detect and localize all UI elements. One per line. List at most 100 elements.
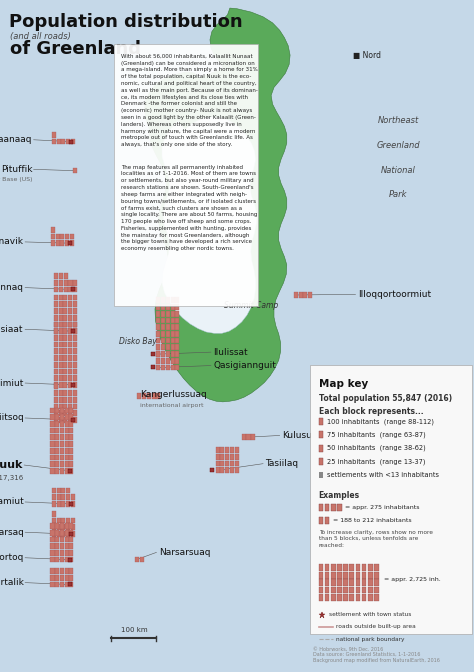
Bar [73, 287, 77, 292]
Bar [319, 594, 323, 601]
Text: Park: Park [389, 190, 408, 200]
Bar [54, 335, 58, 341]
Bar [166, 364, 170, 370]
Bar [62, 531, 65, 537]
Bar [55, 556, 59, 562]
Bar [337, 594, 342, 601]
Bar [54, 342, 58, 347]
Bar [337, 579, 342, 586]
Bar [319, 431, 323, 438]
Bar [356, 594, 360, 601]
Bar [349, 594, 354, 601]
Bar [325, 594, 329, 601]
Bar [55, 454, 59, 460]
Bar [59, 410, 63, 416]
Bar [362, 564, 366, 571]
Bar [374, 564, 379, 571]
Bar [246, 435, 250, 440]
Bar [66, 524, 70, 530]
Text: Narsaq: Narsaq [0, 528, 24, 537]
Bar [68, 403, 72, 409]
FancyBboxPatch shape [114, 44, 258, 306]
Bar [68, 417, 72, 423]
Bar [51, 227, 55, 233]
Bar [319, 587, 323, 593]
Bar [225, 448, 229, 453]
Bar [66, 501, 70, 507]
Bar [349, 587, 354, 593]
Bar [220, 454, 225, 460]
Bar [54, 322, 58, 327]
Bar [166, 304, 170, 310]
Bar [68, 301, 72, 307]
Bar [325, 504, 329, 511]
Bar [171, 311, 174, 317]
Bar [64, 556, 69, 562]
Bar [64, 575, 69, 581]
Bar [59, 396, 63, 403]
Bar [303, 292, 307, 298]
Bar [135, 556, 139, 562]
Bar [55, 543, 59, 549]
Text: Greenland: Greenland [376, 141, 420, 151]
Bar [161, 364, 165, 370]
Bar [60, 582, 64, 587]
Bar [374, 594, 379, 601]
Bar [54, 349, 58, 354]
Bar [55, 468, 59, 474]
Bar [374, 579, 379, 586]
Bar [156, 325, 160, 330]
Bar [59, 322, 63, 327]
Bar [54, 390, 58, 396]
Bar [368, 564, 373, 571]
Bar [161, 304, 165, 310]
Bar [64, 294, 67, 300]
Bar [64, 308, 67, 314]
Bar [65, 234, 69, 239]
Text: settlements with <13 inhabitants: settlements with <13 inhabitants [327, 472, 439, 478]
Bar [175, 345, 179, 350]
Bar [64, 396, 67, 403]
Bar [71, 501, 75, 507]
Bar [175, 311, 179, 317]
Text: With about 56,000 inhabitants, Kalaallit Nunaat
(Greenland) can be considered a : With about 56,000 inhabitants, Kalaallit… [121, 54, 258, 147]
Bar [69, 448, 73, 454]
Bar [59, 349, 63, 354]
Bar [64, 349, 67, 354]
Bar [242, 435, 246, 440]
Bar [66, 531, 70, 537]
Bar [64, 435, 69, 440]
Bar [73, 314, 77, 321]
Bar [142, 394, 146, 399]
Bar [161, 311, 165, 317]
Bar [50, 575, 55, 581]
Bar [60, 435, 64, 440]
Bar [161, 345, 165, 350]
Bar [64, 543, 69, 549]
Bar [235, 454, 238, 460]
Bar [64, 375, 67, 381]
Bar [59, 335, 63, 341]
Bar [64, 274, 68, 279]
Bar [166, 298, 170, 303]
Bar [73, 362, 77, 368]
Bar [319, 504, 323, 511]
Bar [55, 550, 59, 556]
Bar [171, 358, 174, 364]
Text: Narsarsuaq: Narsarsuaq [159, 548, 210, 557]
Bar [59, 368, 63, 374]
Text: 100 km: 100 km [120, 627, 147, 633]
Bar [331, 572, 336, 579]
Bar [325, 579, 329, 586]
Bar [225, 454, 229, 460]
Text: Upernavik: Upernavik [0, 237, 24, 247]
Text: Qaqortoq: Qaqortoq [0, 553, 24, 562]
Bar [71, 524, 75, 530]
Bar [57, 139, 61, 144]
Bar [156, 351, 160, 357]
Bar [64, 322, 67, 327]
Bar [171, 364, 174, 370]
Bar [152, 394, 155, 399]
Bar [60, 428, 64, 433]
Bar [319, 572, 323, 579]
